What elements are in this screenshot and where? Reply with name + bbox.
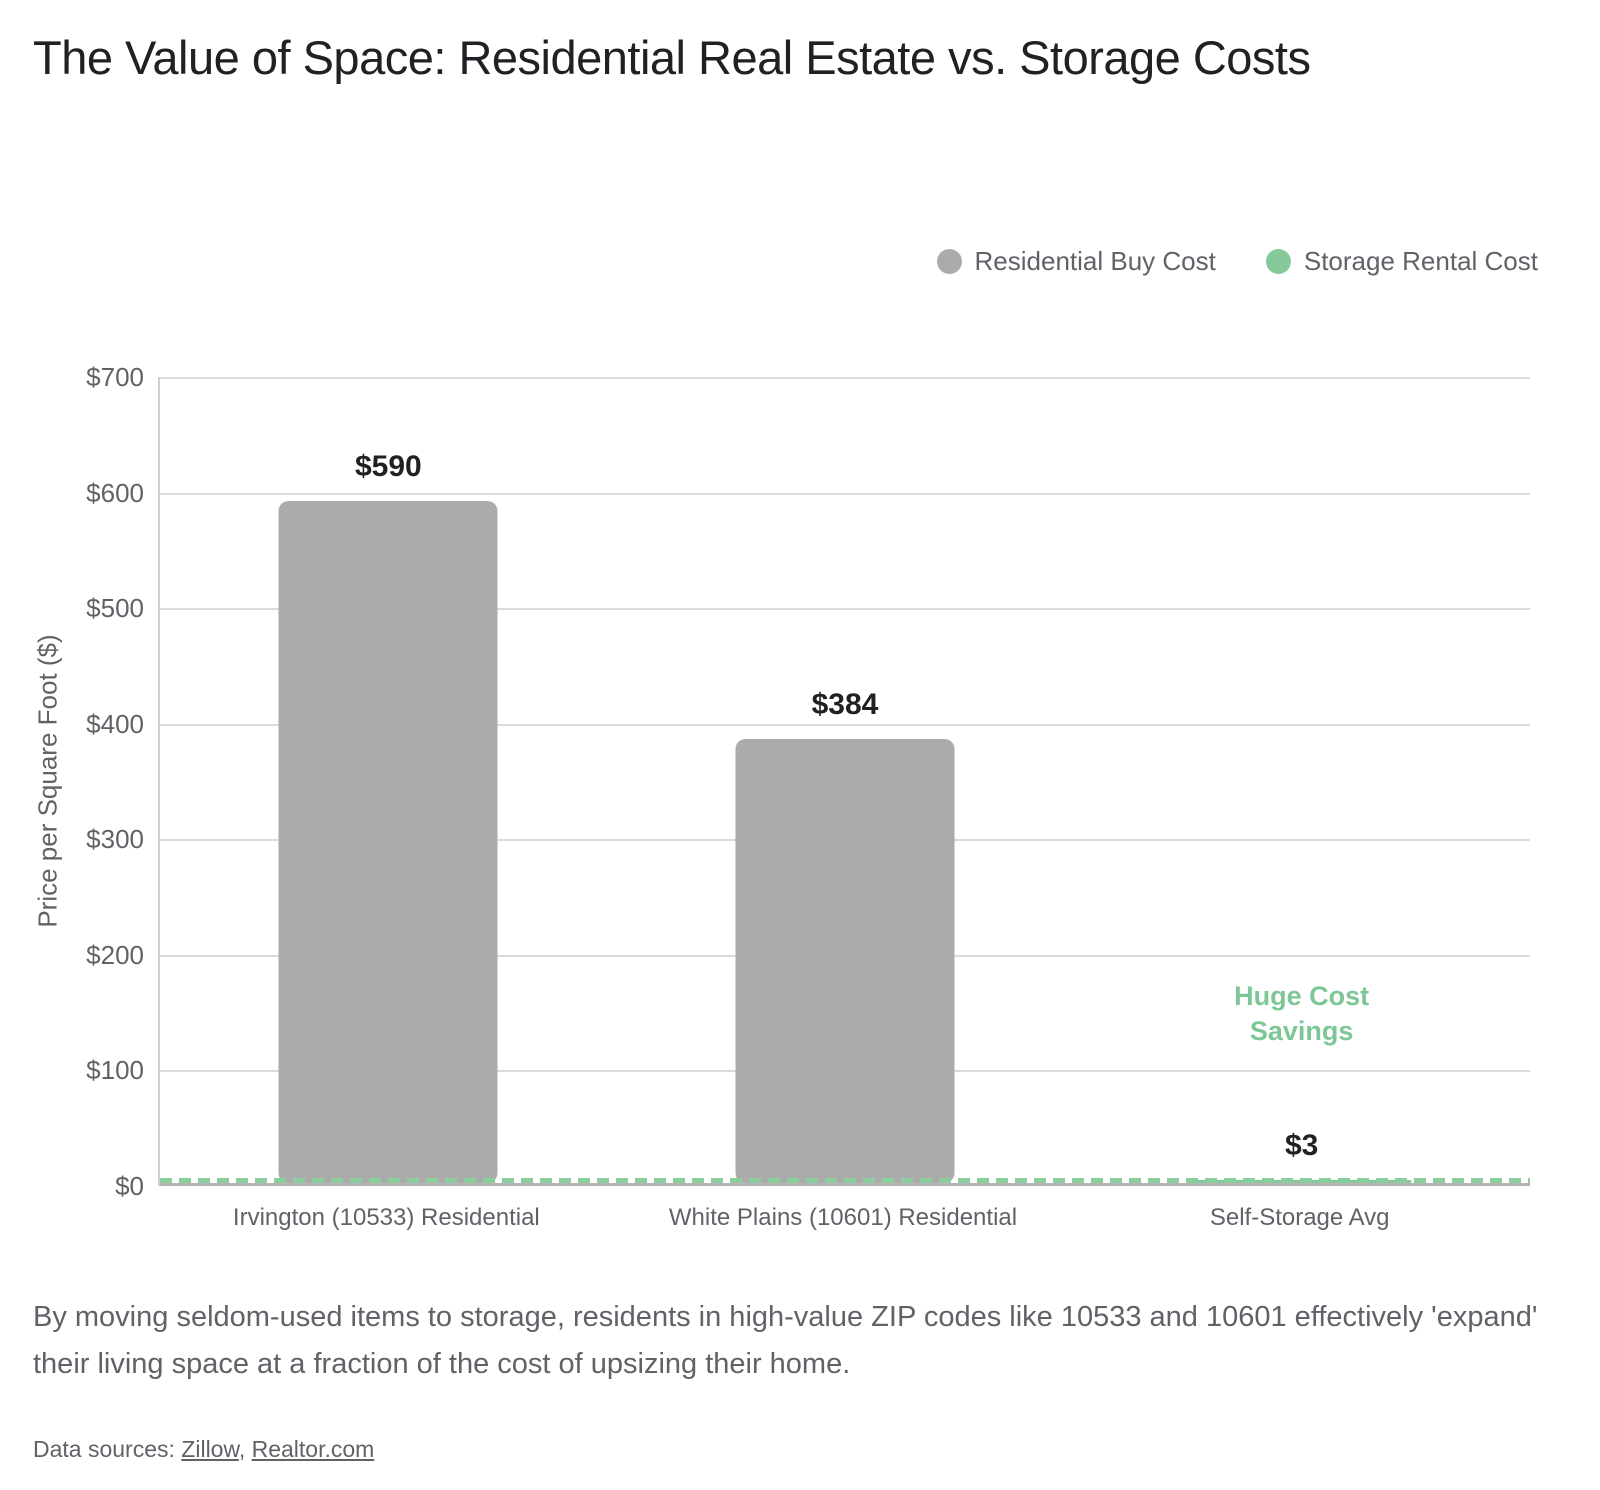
y-tick-label: $300	[86, 824, 144, 855]
data-sources-separator: ,	[238, 1436, 252, 1462]
x-category-label-self-storage-avg: Self-Storage Avg	[1209, 1204, 1390, 1231]
gridline	[160, 608, 1530, 611]
gridline	[160, 723, 1530, 726]
huge-cost-savings-annotation: Huge Cost Savings	[1234, 981, 1370, 1046]
y-tick-label: $100	[86, 1055, 144, 1086]
bar-value-label-irvington-10533-residential: $590	[354, 450, 422, 484]
plot-area: Huge Cost Savings $0 $100 $200 $300 $400 $500…	[86, 364, 1530, 1199]
bar-value-label-self-storage-avg: $3	[1284, 1128, 1319, 1162]
legend-dot-icon	[1265, 249, 1291, 274]
bar-value-label-white-plains-10601-residential: $384	[811, 688, 879, 722]
y-tick-label: $600	[86, 477, 144, 508]
data-sources-prefix: Data sources:	[33, 1436, 182, 1462]
storage-cost-dashed-line	[160, 1178, 1530, 1183]
legend-label: Storage Rental Cost	[1303, 246, 1538, 276]
bar-irvington-10533-residential	[278, 501, 498, 1183]
y-axis-title: Price per Square Foot ($)	[32, 634, 63, 928]
legend: Residential Buy Cost Storage Rental Cost	[936, 246, 1538, 277]
y-tick-label: $500	[86, 593, 144, 624]
page-title: The Value of Space: Residential Real Est…	[33, 31, 1311, 84]
legend-item-residential-buy-cost: Residential Buy Cost	[936, 246, 1216, 277]
gridline	[160, 377, 1530, 379]
realtor-link[interactable]: Realtor.com	[251, 1436, 375, 1462]
legend-item-storage-rental-cost: Storage Rental Cost	[1265, 246, 1538, 277]
zillow-link[interactable]: Zillow	[181, 1436, 239, 1462]
y-tick-label: $200	[86, 939, 144, 970]
x-category-label-irvington-10533-residential: Irvington (10533) Residential	[232, 1204, 540, 1231]
y-tick-label: $700	[86, 362, 144, 392]
chart-description: By moving seldom-used items to storage, …	[33, 1301, 1538, 1380]
x-axis-line	[160, 1183, 1530, 1186]
x-category-label-white-plains-10601-residential: White Plains (10601) Residential	[668, 1204, 1018, 1231]
data-sources: Data sources: Zillow, Realtor.com	[33, 1436, 374, 1463]
legend-dot-icon	[936, 249, 962, 274]
gridline	[160, 492, 1530, 495]
bar-white-plains-10601-residential	[735, 739, 955, 1183]
y-tick-label: $400	[86, 708, 144, 739]
legend-label: Residential Buy Cost	[974, 246, 1216, 276]
x-axis-labels: Irvington (10533) Residential White Plain…	[158, 1204, 1528, 1232]
y-tick-label: $0	[115, 1171, 144, 1201]
